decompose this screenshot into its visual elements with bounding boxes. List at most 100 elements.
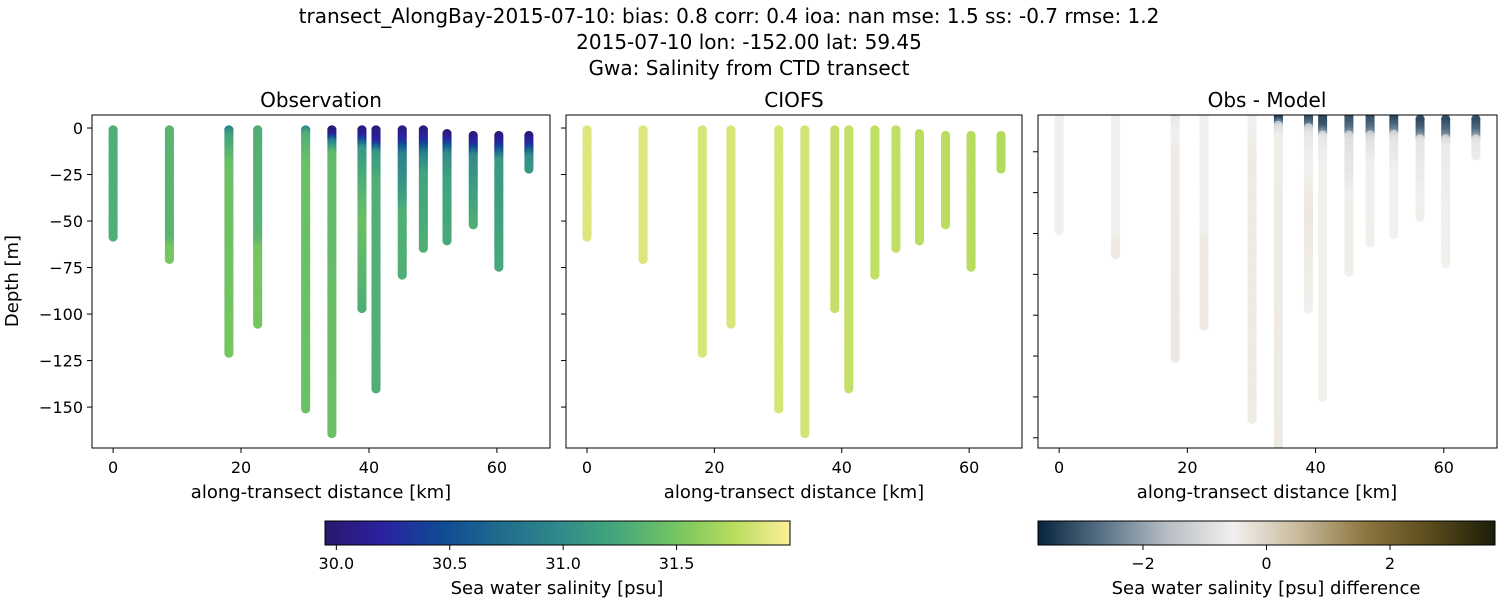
- data-point: [164, 254, 174, 264]
- data-point: [940, 220, 951, 230]
- data-point: [371, 384, 381, 394]
- colorbar-salinity: [324, 520, 791, 546]
- cast-10: [442, 129, 452, 246]
- colorbar-tick-label: 30.0: [319, 554, 355, 573]
- cast-11: [1415, 115, 1425, 222]
- data-point: [1415, 212, 1425, 222]
- data-point: [397, 270, 407, 280]
- x-tick-label: 60: [959, 458, 979, 477]
- y-tick-label: −150: [39, 398, 83, 417]
- cast-3: [726, 125, 736, 329]
- x-tick-label: 20: [231, 458, 251, 477]
- data-point: [494, 262, 504, 272]
- colorbar-tick-label: 30.5: [432, 554, 468, 573]
- data-point: [1441, 259, 1451, 269]
- cast-9: [891, 125, 901, 253]
- data-point: [800, 428, 810, 439]
- colorbar-tick-label: 31.0: [545, 554, 581, 573]
- data-point: [1389, 230, 1399, 240]
- cast-6: [357, 125, 367, 314]
- data-point: [726, 319, 736, 329]
- colorbar-difference: [1037, 520, 1496, 546]
- panel-title-model: CIOFS: [764, 88, 823, 112]
- data-point: [1273, 441, 1283, 448]
- x-axis-label-difference: along-transect distance [km]: [1137, 482, 1397, 503]
- data-point: [638, 254, 648, 264]
- data-point: [418, 243, 428, 253]
- data-point: [1247, 414, 1257, 424]
- data-point: [697, 348, 707, 358]
- cast-3: [253, 125, 263, 329]
- cast-1: [638, 125, 648, 264]
- y-tick-label: −75: [49, 259, 83, 278]
- data-point: [1318, 392, 1328, 402]
- cast-9: [418, 125, 428, 253]
- colorbar-tick-label: 31.5: [659, 554, 695, 573]
- cast-8: [1344, 115, 1354, 277]
- suptitle-line-1: transect_AlongBay-2015-07-10: bias: 0.8 …: [299, 4, 1160, 28]
- data-point: [870, 270, 880, 280]
- cast-10: [1389, 115, 1399, 240]
- data-point: [1199, 321, 1209, 331]
- cast-11: [940, 130, 951, 230]
- suptitle-line-2: 2015-07-10 lon: -152.00 lat: 59.45: [576, 30, 922, 54]
- axes-frame: [565, 114, 1023, 449]
- x-tick-label: 40: [832, 458, 852, 477]
- y-tick-label: −25: [49, 166, 83, 185]
- data-point: [357, 303, 367, 314]
- cast-12: [966, 130, 976, 272]
- data-point: [327, 428, 337, 439]
- x-tick-label: 0: [1054, 458, 1064, 477]
- x-tick-label: 40: [1305, 458, 1325, 477]
- data-point: [1365, 238, 1375, 248]
- cast-0: [1054, 115, 1064, 236]
- cast-5: [800, 125, 810, 439]
- cast-6: [830, 125, 840, 314]
- colorbar-tick-label: 0: [1261, 554, 1271, 573]
- cast-13: [1471, 115, 1481, 161]
- cast-12: [494, 130, 504, 272]
- axes-frame: [91, 114, 551, 449]
- cast-9: [1365, 115, 1375, 248]
- suptitle-line-3: Gwa: Salinity from CTD transect: [589, 56, 910, 80]
- data-point: [1303, 304, 1314, 314]
- cast-1: [1110, 115, 1121, 260]
- data-point: [966, 262, 976, 272]
- x-tick-label: 40: [359, 458, 379, 477]
- y-tick-label: −50: [49, 212, 83, 231]
- cast-10: [914, 129, 925, 246]
- x-tick-label: 60: [1434, 458, 1454, 477]
- data-point: [774, 404, 784, 414]
- data-point: [844, 384, 854, 394]
- data-point: [891, 243, 901, 253]
- y-tick-label: 0: [73, 119, 83, 138]
- cast-2: [224, 125, 234, 358]
- data-point: [1471, 151, 1481, 161]
- data-point: [1110, 250, 1121, 260]
- colorbar-salinity-label: Sea water salinity [psu]: [451, 578, 664, 599]
- cast-13: [524, 130, 534, 174]
- cast-11: [468, 130, 478, 230]
- data-point: [996, 164, 1006, 174]
- cast-5: [1273, 115, 1283, 448]
- colorbar-tick-label: 2: [1385, 554, 1395, 573]
- cast-5: [327, 125, 337, 439]
- cast-7: [371, 125, 381, 394]
- data-point: [253, 319, 263, 329]
- x-axis-label-model: along-transect distance [km]: [664, 482, 924, 503]
- cast-8: [397, 125, 407, 280]
- panel-title-observation: Observation: [260, 88, 382, 112]
- cast-4: [774, 125, 784, 414]
- cast-2: [1170, 115, 1180, 363]
- data-point: [224, 348, 234, 358]
- x-tick-label: 20: [1177, 458, 1197, 477]
- panel-3: 0 20 40 60: [1033, 114, 1498, 477]
- cast-6: [1303, 115, 1314, 314]
- cast-0: [582, 125, 592, 242]
- x-tick-label: 0: [108, 458, 118, 477]
- cast-12: [1441, 115, 1451, 269]
- cast-7: [844, 125, 854, 394]
- cast-7: [1318, 115, 1328, 402]
- data-point: [1170, 353, 1180, 363]
